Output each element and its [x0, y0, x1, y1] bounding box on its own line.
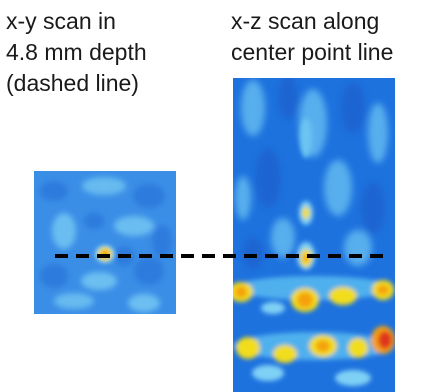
xy-scan-image [34, 171, 176, 314]
xy-scan-caption-line-3: (dashed line) [6, 70, 139, 96]
xz-scan-caption: x-z scan along center point line [231, 6, 393, 68]
xy-scan-caption-line-1: x-y scan in [6, 8, 116, 34]
xz-scan-image [233, 78, 395, 392]
xz-scan-heatmap [233, 78, 395, 392]
xy-scan-caption: x-y scan in 4.8 mm depth (dashed line) [6, 6, 147, 99]
xy-scan-heatmap [34, 171, 176, 314]
xz-scan-caption-line-2: center point line [231, 39, 394, 65]
xz-scan-caption-line-1: x-z scan along [231, 8, 380, 34]
xy-scan-caption-line-2: 4.8 mm depth [6, 39, 147, 65]
